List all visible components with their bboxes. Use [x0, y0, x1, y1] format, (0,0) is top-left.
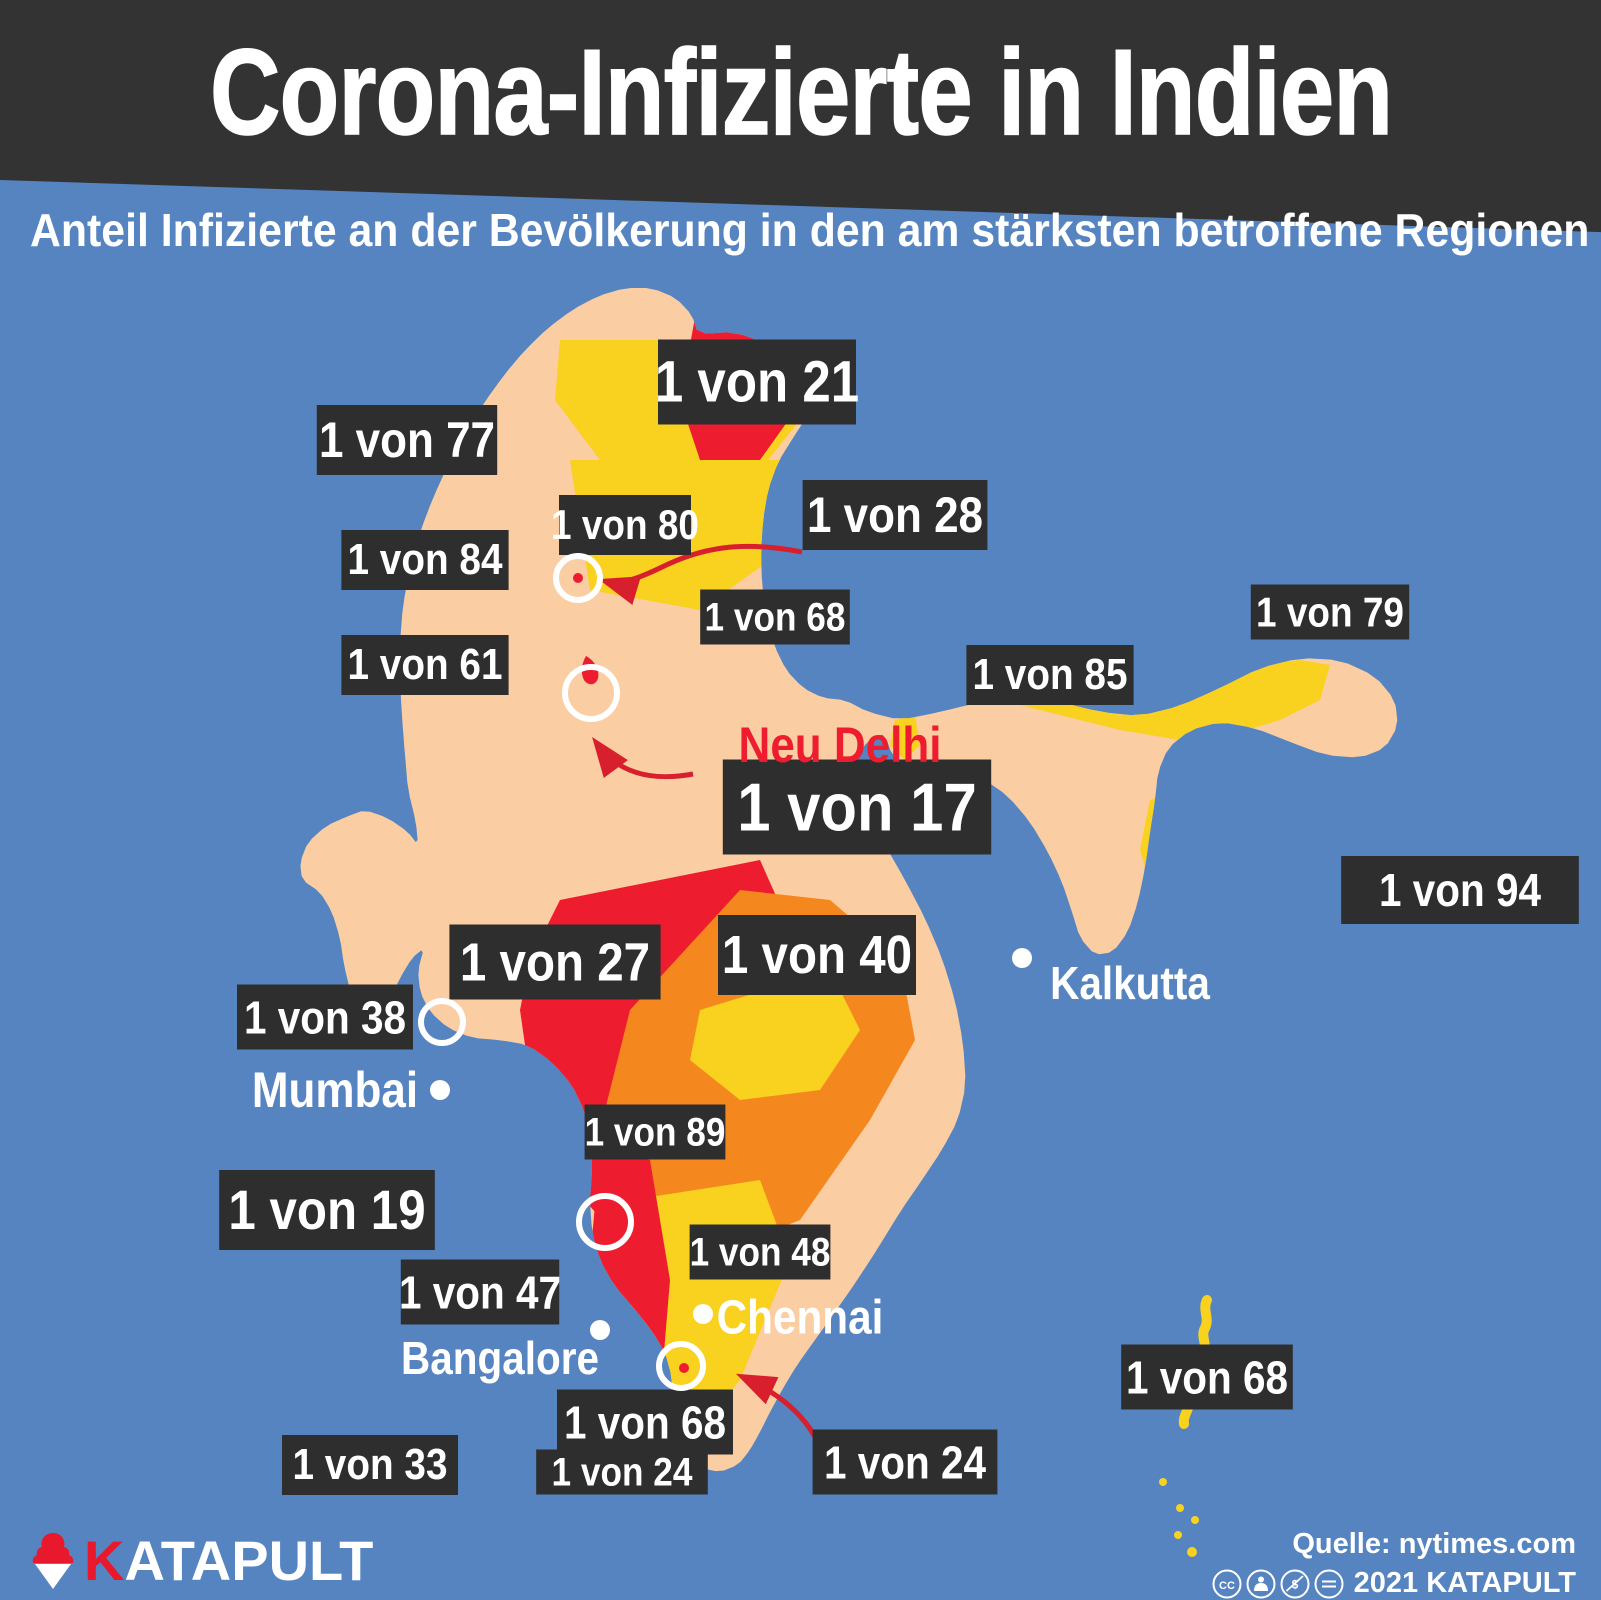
svg-text:CC: CC: [1219, 1580, 1235, 1592]
